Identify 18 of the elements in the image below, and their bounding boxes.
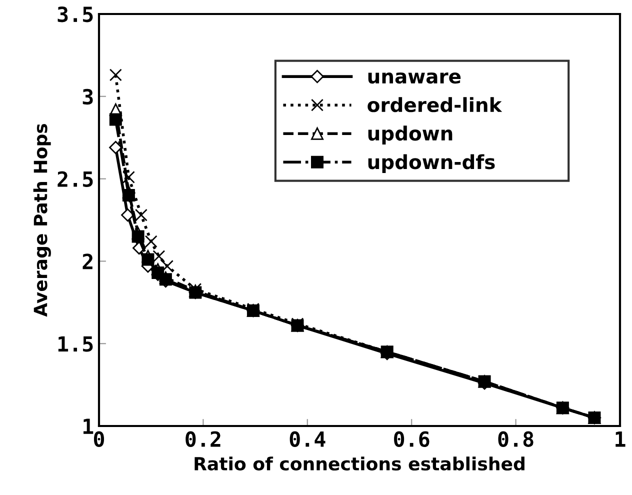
legend-label: updown <box>368 126 452 144</box>
y-axis-title: Average Path Hops <box>33 124 51 317</box>
legend-label: ordered-link <box>368 97 502 112</box>
x-tick-label: 0.2 <box>186 431 220 447</box>
x-tick-label: 1 <box>616 432 626 447</box>
legend-label: updown-dfs <box>368 154 495 174</box>
x-axis-title: Ratio of connections established <box>194 456 524 471</box>
y-tick-label: 2 <box>82 254 92 270</box>
y-tick-label: 3.5 <box>58 6 93 22</box>
y-tick-label: 2.5 <box>58 171 93 188</box>
x-tick-label: 0.8 <box>498 431 534 447</box>
x-tick-label: 0.4 <box>290 431 326 447</box>
y-tick-label: 1.5 <box>58 336 93 352</box>
x-tick-label: 0 <box>94 431 104 447</box>
legend-label: unaware <box>368 72 461 84</box>
y-tick-label: 1 <box>84 418 94 434</box>
x-tick-label: 0.6 <box>394 431 430 448</box>
y-tick-label: 3 <box>82 88 93 105</box>
